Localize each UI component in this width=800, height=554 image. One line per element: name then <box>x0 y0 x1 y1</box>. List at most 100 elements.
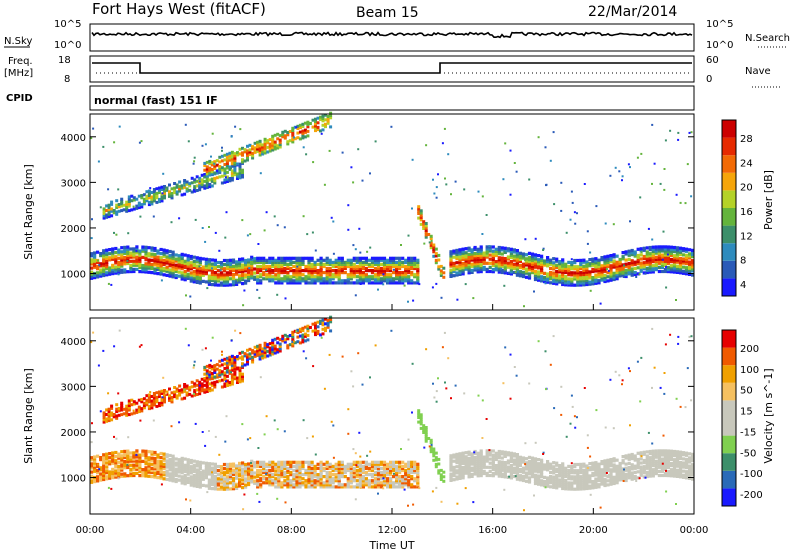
power-cell <box>141 245 145 249</box>
power-cell <box>588 274 592 278</box>
velocity-cell <box>627 470 631 474</box>
noise-right-tick-bottom: 10^0 <box>706 40 733 51</box>
velocity-cell <box>570 483 574 487</box>
power-colorbar-label: Power [dB] <box>762 170 775 230</box>
power-cell <box>228 283 233 287</box>
power-cell <box>663 269 667 274</box>
velocity-cell <box>180 390 184 394</box>
power-cell <box>198 181 202 185</box>
velocity-cell <box>488 461 492 465</box>
velocity-cell <box>648 466 652 470</box>
velocity-cell <box>213 481 217 485</box>
power-cell <box>681 259 686 263</box>
power-cell <box>111 263 115 267</box>
velocity-cell <box>600 468 604 472</box>
velocity-cell <box>527 459 532 464</box>
power-scatter <box>90 111 695 308</box>
power-cell <box>494 268 498 272</box>
velocity-cell <box>651 459 655 464</box>
velocity-cell <box>250 467 254 472</box>
velocity-cell <box>190 380 194 384</box>
power-cell <box>684 266 689 270</box>
power-cell <box>533 269 538 273</box>
velocity-cell <box>585 486 589 491</box>
velocity-cell <box>337 466 341 470</box>
velocity-cell <box>585 476 589 480</box>
power-cell <box>500 258 504 262</box>
velocity-cell <box>395 479 399 483</box>
power-speckle <box>545 184 547 187</box>
power-cell <box>681 249 686 253</box>
velocity-cell <box>138 474 142 478</box>
velocity-cell <box>138 453 142 457</box>
velocity-cell <box>651 468 655 472</box>
velocity-cell <box>340 470 344 475</box>
power-cell <box>233 161 237 165</box>
velocity-cell <box>198 479 202 483</box>
velocity-cell <box>570 469 574 473</box>
power-cell <box>645 260 649 264</box>
power-cell <box>524 269 529 273</box>
power-cell <box>376 273 381 277</box>
power-cell <box>573 283 577 287</box>
power-cell <box>612 273 616 277</box>
power-cell <box>321 128 325 132</box>
power-cell <box>485 269 489 274</box>
power-cell <box>582 268 586 272</box>
velocity-cell <box>186 466 190 470</box>
velocity-cell <box>102 461 106 465</box>
velocity-cell <box>537 480 541 484</box>
velocity-cell <box>558 470 562 474</box>
power-cell <box>247 270 251 274</box>
velocity-cell <box>600 472 604 476</box>
power-cell <box>479 261 483 265</box>
velocity-cell <box>413 466 417 470</box>
power-cell <box>379 266 384 271</box>
power-cell <box>208 185 212 189</box>
power-cell <box>250 274 254 278</box>
velocity-cell <box>558 472 562 476</box>
velocity-cell <box>675 474 680 478</box>
power-cell <box>262 260 266 264</box>
power-cell <box>458 254 462 258</box>
power-cell <box>271 264 275 269</box>
power-cell <box>156 249 160 253</box>
velocity-cell <box>160 398 164 402</box>
power-cell <box>96 267 100 271</box>
velocity-cell <box>195 468 199 472</box>
velocity-cell <box>373 481 378 485</box>
power-cell <box>392 260 396 264</box>
power-cell <box>401 279 405 283</box>
velocity-cell <box>573 469 577 473</box>
velocity-cell <box>654 461 658 465</box>
velocity-cell <box>491 449 495 453</box>
velocity-cell <box>93 457 97 461</box>
velocity-cell <box>93 467 97 471</box>
power-cell <box>518 272 522 276</box>
power-cell <box>150 195 154 199</box>
velocity-cell <box>449 460 453 464</box>
power-cell <box>198 277 202 281</box>
velocity-cell <box>337 483 341 487</box>
velocity-cell <box>458 464 462 468</box>
power-cell <box>561 272 565 276</box>
power-cell <box>379 258 384 262</box>
velocity-cell <box>120 408 124 412</box>
power-cell <box>268 279 272 283</box>
velocity-cell <box>370 473 375 477</box>
power-cell <box>201 257 205 261</box>
velocity-cell <box>386 466 390 470</box>
velocity-cell <box>125 409 129 413</box>
power-cell <box>310 262 314 266</box>
velocity-cell <box>337 470 341 475</box>
power-cell <box>243 148 247 152</box>
power-cell <box>606 258 610 262</box>
power-cell <box>144 266 148 270</box>
velocity-cell <box>247 462 251 466</box>
power-cell <box>337 273 341 277</box>
velocity-cell <box>337 477 341 481</box>
power-speckle <box>284 297 287 300</box>
velocity-cell <box>591 463 595 467</box>
power-cell <box>231 283 236 287</box>
velocity-cell <box>413 462 417 466</box>
